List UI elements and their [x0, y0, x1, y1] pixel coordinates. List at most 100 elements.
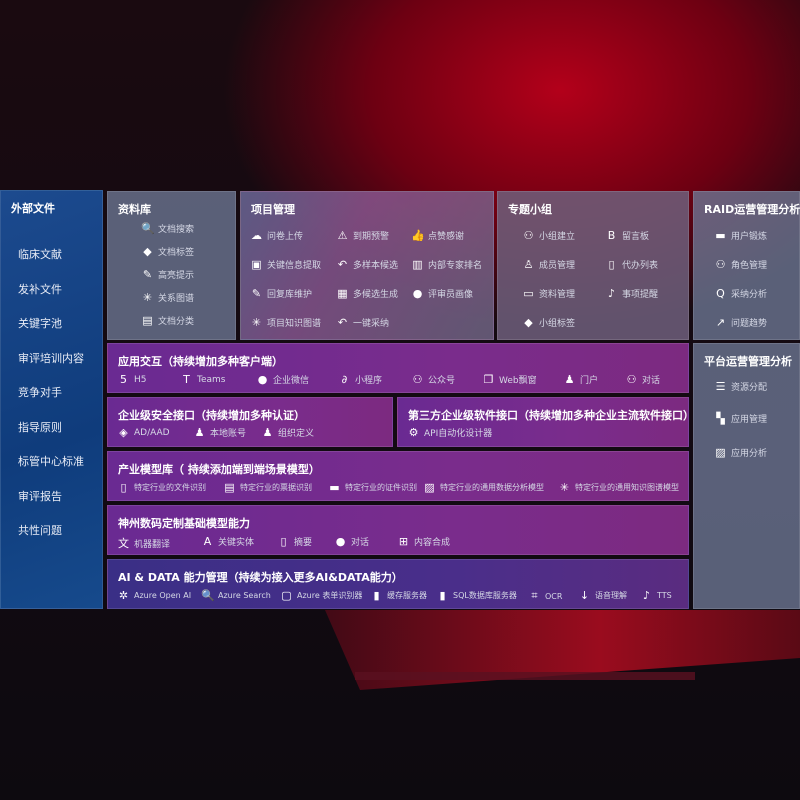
- chat-icon: ●: [335, 535, 346, 548]
- external-item[interactable]: 审评培训内容: [18, 351, 84, 365]
- industry-item[interactable]: ▨ 特定行业的通用数据分析模型: [423, 481, 544, 494]
- item-label: 企业微信: [273, 376, 310, 386]
- app-item[interactable]: ❐ Web飘窗: [482, 373, 537, 386]
- app-item[interactable]: ⚇ 对话: [625, 373, 660, 386]
- base-item[interactable]: ⊞ 内容合成: [397, 535, 450, 548]
- project-item[interactable]: ▣ 关键信息提取: [250, 258, 321, 271]
- ai-item[interactable]: ⌗ OCR: [528, 589, 562, 603]
- app-item[interactable]: ⚇ 公众号: [411, 373, 455, 386]
- group-item[interactable]: ♪ 事项提醒: [605, 287, 658, 300]
- group-item[interactable]: ▭ 资料管理: [522, 287, 575, 300]
- industry-item[interactable]: ▤ 特定行业的票据识别: [223, 481, 312, 494]
- security-item[interactable]: ◈ AD/AAD: [117, 426, 169, 439]
- openai-icon: ✲: [118, 589, 129, 602]
- alarm-icon: ⚠: [337, 229, 348, 242]
- project-item[interactable]: ↶ 一键采纳: [336, 316, 389, 329]
- base-item[interactable]: ● 对话: [334, 535, 369, 548]
- tag-icon: ◆: [524, 316, 533, 329]
- chat-users-icon: ⚇: [626, 373, 637, 386]
- data-chart-icon: ▨: [424, 481, 435, 494]
- app-item[interactable]: ♟ 门户: [563, 373, 598, 386]
- compose-icon: ⊞: [398, 535, 409, 548]
- app-item[interactable]: ● 企业微信: [256, 373, 309, 386]
- external-item[interactable]: 关键字池: [18, 317, 62, 330]
- external-item[interactable]: 共性问题: [18, 524, 62, 537]
- project-item[interactable]: ☁ 问卷上传: [250, 229, 303, 242]
- ai-item[interactable]: ↓ 语音理解: [578, 589, 627, 602]
- local-user-icon: ♟: [194, 426, 205, 439]
- raid-item[interactable]: Q 采纳分析: [714, 287, 767, 300]
- project-item[interactable]: ✎ 回复库维护: [250, 287, 312, 300]
- ocr-icon: ⌗: [531, 589, 538, 602]
- user-add-icon: ♙: [523, 258, 534, 271]
- project-item[interactable]: ● 评审员画像: [411, 287, 473, 300]
- item-label: TTS: [657, 591, 672, 600]
- library-item[interactable]: ◆ 文档标签: [141, 245, 194, 258]
- platform-item[interactable]: ☰ 资源分配: [714, 380, 767, 393]
- group-item[interactable]: ⚇ 小组建立: [522, 229, 575, 242]
- item-label: 关键实体: [218, 538, 255, 548]
- ai-item[interactable]: ▢ Azure 表单识别器: [280, 589, 362, 602]
- industry-item[interactable]: ▯ 特定行业的文件识别: [117, 481, 206, 494]
- external-item[interactable]: 标管中心标准: [18, 455, 84, 468]
- ai-item[interactable]: 🔍 Azure Search: [201, 589, 271, 602]
- library-item[interactable]: ✎ 高亮提示: [141, 268, 194, 281]
- group-item[interactable]: B 留言板: [605, 229, 649, 242]
- item-label: 门户: [580, 376, 599, 386]
- group-item[interactable]: ▯ 代办列表: [605, 258, 658, 271]
- project-item[interactable]: ⚠ 到期预警: [336, 229, 389, 242]
- ai-item[interactable]: ▮ 缓存服务器: [370, 589, 427, 602]
- library-item[interactable]: 🔍 文档搜索: [141, 222, 194, 235]
- external-item[interactable]: 竞争对手: [18, 386, 62, 399]
- app-item[interactable]: T Teams: [180, 373, 225, 386]
- security-item[interactable]: ♟ 组织定义: [261, 426, 314, 439]
- item-label: 留言板: [622, 232, 650, 242]
- industry-item[interactable]: ✳ 特定行业的通用知识图谱模型: [558, 481, 679, 494]
- app-item[interactable]: ∂ 小程序: [338, 373, 382, 386]
- base-item[interactable]: A 关键实体: [201, 535, 254, 548]
- item-label: 对话: [351, 538, 370, 548]
- project-item[interactable]: ▦ 多候选生成: [336, 287, 398, 300]
- raid-item[interactable]: ▬ 用户锻炼: [714, 229, 767, 242]
- item-label: Azure Search: [218, 591, 271, 600]
- thirdparty-item[interactable]: ⚙ API自动化设计器: [407, 426, 493, 439]
- ai-item[interactable]: ✲ Azure Open AI: [117, 589, 191, 602]
- thumbs-up-icon: 👍: [411, 229, 425, 242]
- external-item[interactable]: 审评报告: [18, 489, 62, 503]
- external-item[interactable]: 发补文件: [18, 282, 62, 296]
- panel-title: 第三方企业级软件接口（持续增加多种企业主流软件接口）: [408, 409, 694, 422]
- ai-item[interactable]: ▮ SQL数据库服务器: [436, 589, 516, 602]
- raid-item[interactable]: ↗ 问题趋势: [714, 316, 767, 329]
- raid-item[interactable]: ⚇ 角色管理: [714, 258, 767, 271]
- base-item[interactable]: ▯ 摘要: [277, 535, 312, 548]
- industry-item[interactable]: ▬ 特定行业的证件识别: [328, 481, 417, 494]
- project-item[interactable]: 👍 点赞感谢: [411, 229, 464, 242]
- ai-item[interactable]: ♪ TTS: [640, 589, 672, 602]
- item-label: 多候选生成: [353, 290, 399, 300]
- project-item[interactable]: ▥ 内部专家排名: [411, 258, 482, 271]
- app-item[interactable]: 5 H5: [117, 373, 147, 386]
- portal-icon: ♟: [564, 373, 575, 386]
- item-label: H5: [134, 374, 147, 385]
- bbs-icon: B: [607, 229, 616, 242]
- base-item[interactable]: 文机器翻译: [117, 535, 170, 551]
- app-interaction-panel: 应用交互（持续增加多种客户端） 5 H5 T Teams ● 企业微信 ∂ 小程序 ⚇ 公众号 ❐ We…: [107, 343, 689, 393]
- project-item[interactable]: ✳ 项目知识图谱: [250, 316, 321, 329]
- platform-item[interactable]: ▨ 应用分析: [714, 446, 767, 459]
- apps-icon: ▚: [716, 412, 725, 425]
- library-item[interactable]: ▤ 文档分类: [141, 314, 194, 327]
- platform-item[interactable]: ▚ 应用管理: [714, 412, 767, 425]
- item-label: 小程序: [355, 376, 383, 386]
- security-item[interactable]: ♟ 本地账号: [193, 426, 246, 439]
- external-files-panel: 外部文件 临床文献 发补文件 关键字池 审评培训内容 竞争对手 指导原则 标管中心标准 审评报…: [0, 190, 103, 609]
- panel-title: 产业模型库（ 持续添加端到端场景模型）: [118, 463, 320, 476]
- teams-icon: T: [183, 373, 190, 386]
- project-item[interactable]: ↶ 多样本候选: [336, 258, 398, 271]
- external-item[interactable]: 指导原则: [18, 420, 62, 434]
- group-item[interactable]: ♙ 成员管理: [522, 258, 575, 271]
- group-item[interactable]: ◆ 小组标签: [522, 316, 575, 329]
- item-label: 高亮提示: [158, 271, 195, 281]
- external-item[interactable]: 临床文献: [18, 248, 62, 261]
- item-label: 内容合成: [414, 538, 451, 548]
- library-item[interactable]: ✳ 关系图谱: [141, 291, 194, 304]
